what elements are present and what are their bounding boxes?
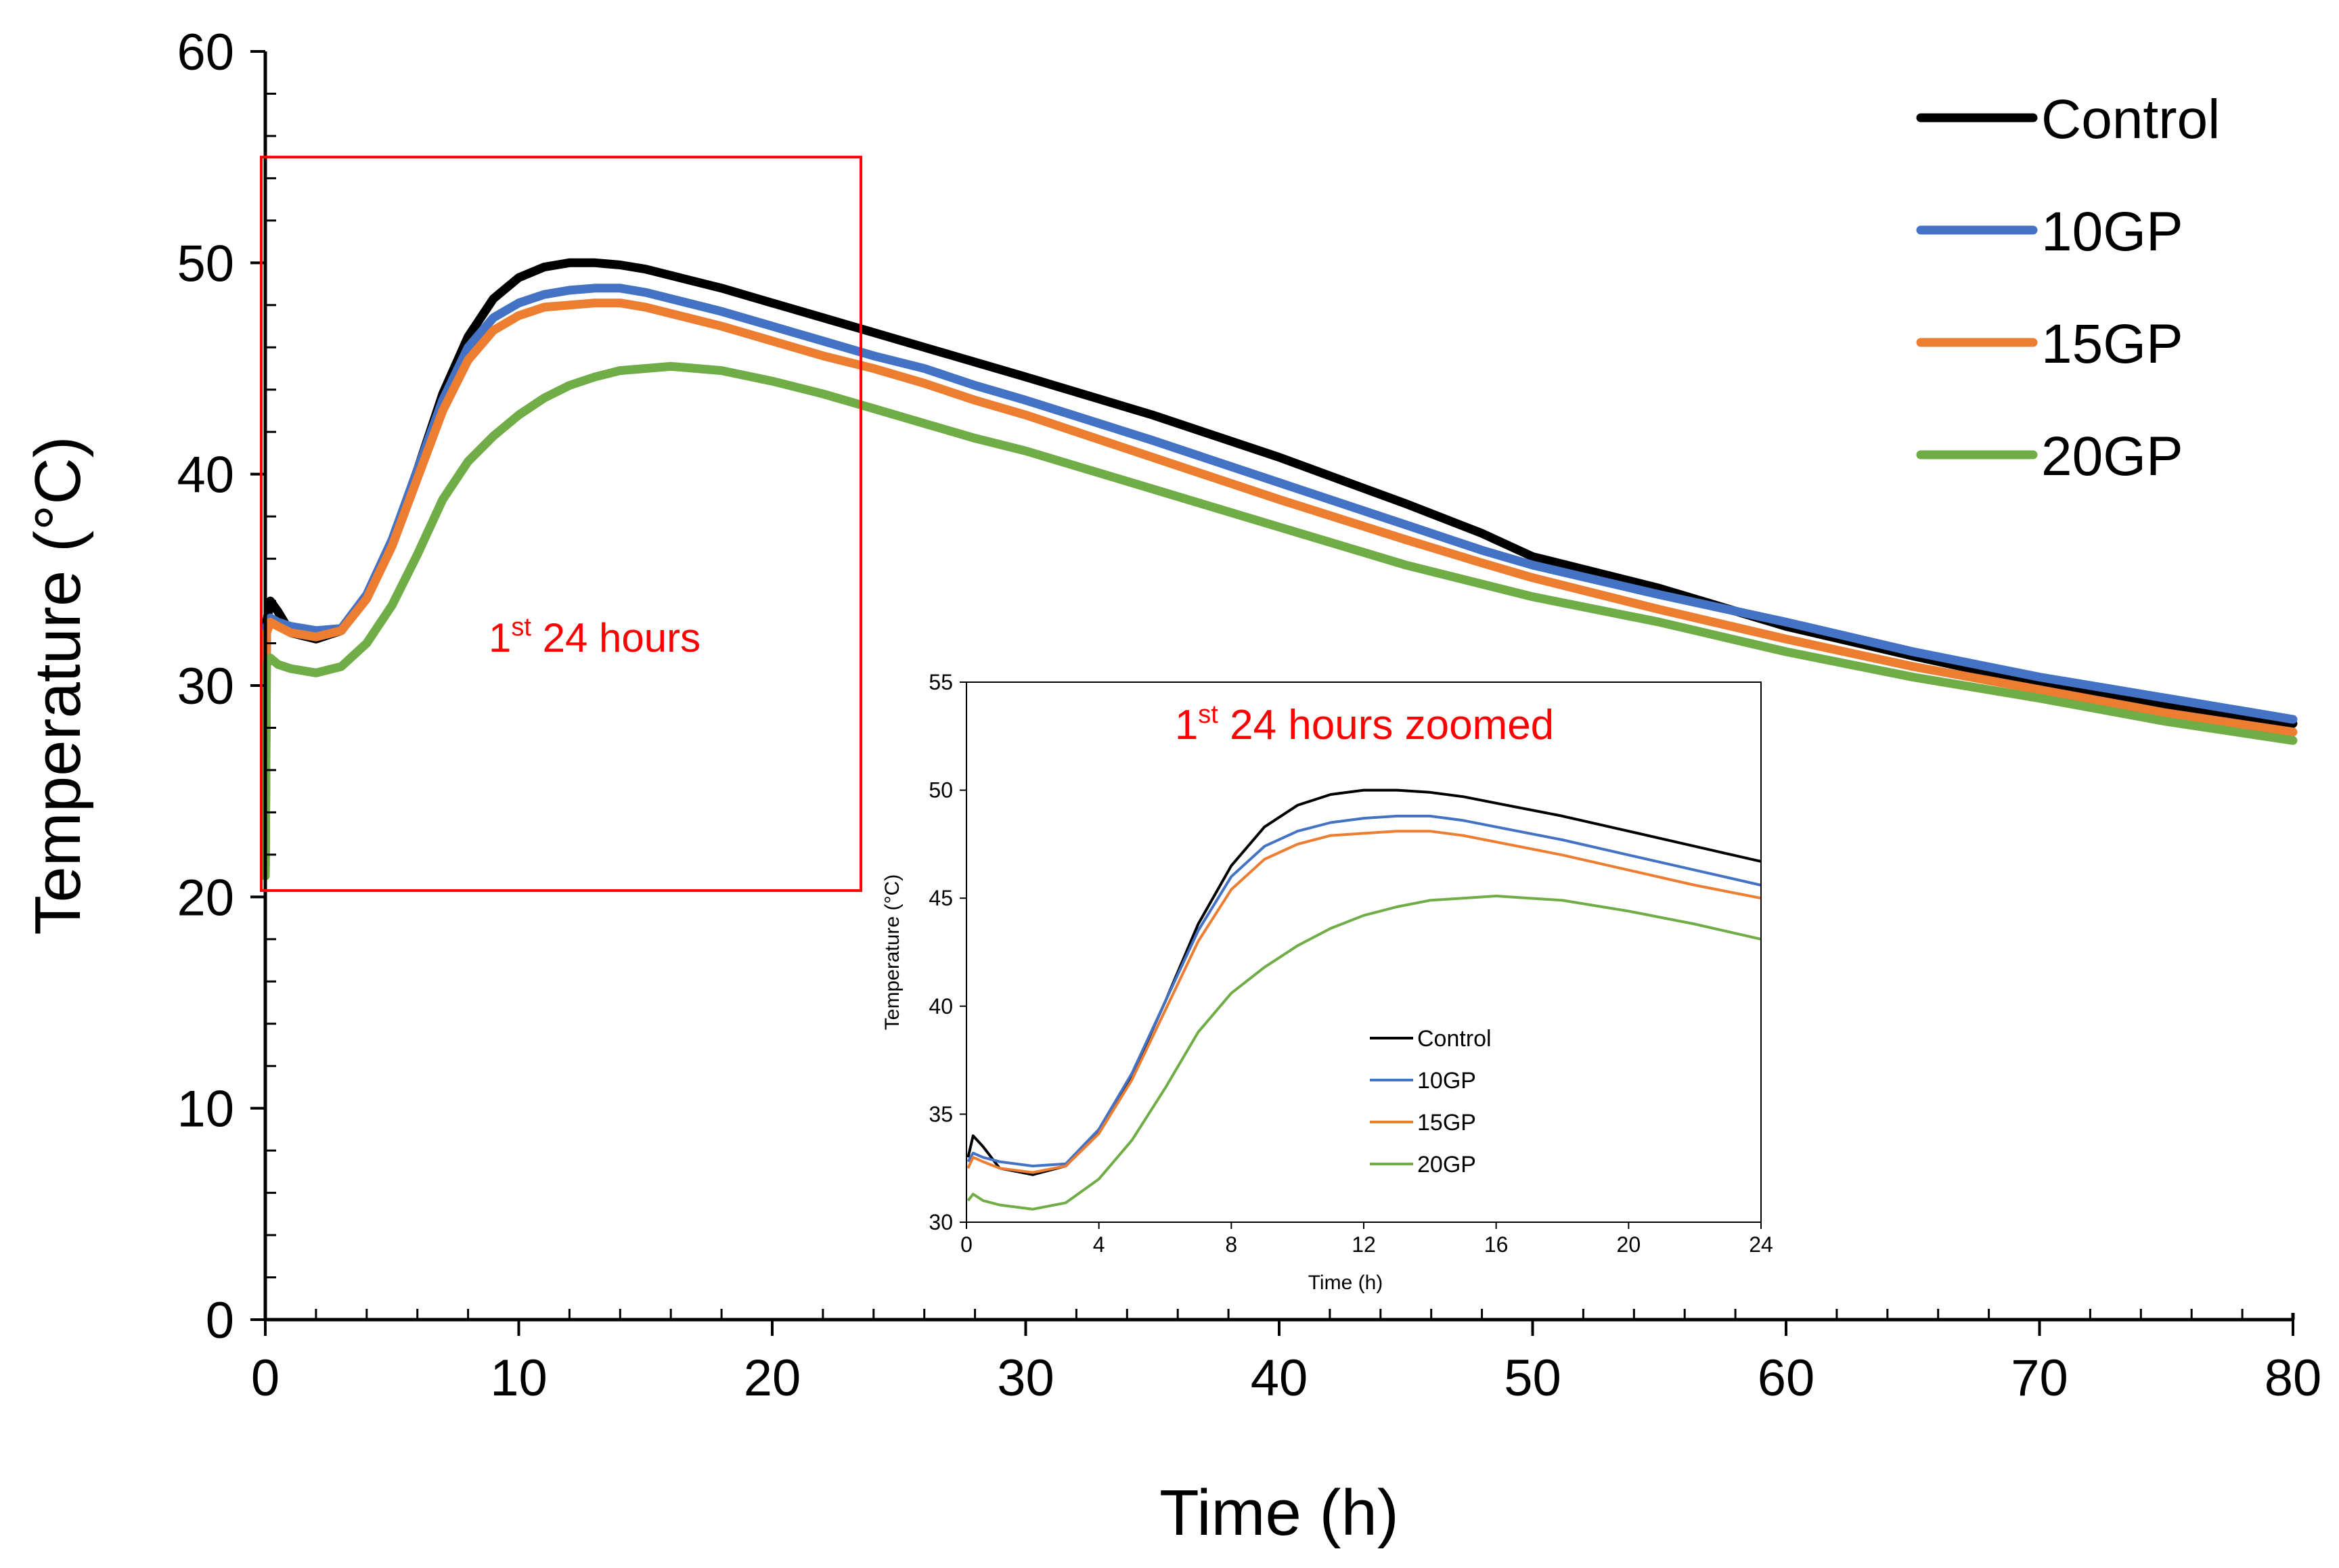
inset-x-tick-label: 24: [1749, 1232, 1773, 1257]
main-x-tick-label: 10: [490, 1349, 548, 1407]
main-y-tick-label: 0: [206, 1292, 234, 1349]
inset-legend-label-15gp: 15GP: [1417, 1110, 1476, 1136]
inset-legend-label-10gp: 10GP: [1417, 1068, 1476, 1094]
inset-title-superscript: st: [1198, 700, 1218, 729]
first-24-hours-annotation: 1st 24 hours: [489, 613, 700, 660]
main-x-tick-label: 20: [744, 1349, 801, 1407]
inset-legend-label-20gp: 20GP: [1417, 1152, 1476, 1178]
inset-x-tick-label: 20: [1617, 1232, 1641, 1257]
main-y-tick-label: 10: [177, 1081, 234, 1138]
inset-series-line-control: [966, 788, 1762, 1176]
main-legend: Control 10GP 15GP 20GP: [1916, 89, 2220, 487]
main-legend-label-15gp: 15GP: [2041, 313, 2183, 375]
inset-legend: Control 10GP 15GP 20GP: [1370, 1026, 1492, 1178]
inset-x-tick-label: 0: [960, 1232, 973, 1257]
inset-series-line-20gp: [966, 895, 1762, 1211]
inset-y-tick-label: 30: [929, 1210, 953, 1234]
main-x-tick-label: 40: [1251, 1349, 1308, 1407]
main-series-group: [261, 258, 2298, 880]
inset-y-tick-label: 50: [929, 778, 953, 803]
inset-tick-group: 30 35 40 45 50 55 0 4 8 12 16 20 24: [929, 670, 1773, 1257]
inset-x-tick-label: 12: [1352, 1232, 1376, 1257]
main-series-line-20gp: [261, 361, 2298, 880]
annotation-number: 1: [489, 615, 511, 660]
annotation-superscript: st: [511, 613, 531, 642]
inset-x-tick-label: 16: [1484, 1232, 1509, 1257]
main-y-tick-label: 20: [177, 869, 234, 926]
inset-x-tick-label: 4: [1093, 1232, 1105, 1257]
main-x-tick-label: 0: [251, 1349, 280, 1407]
main-legend-label-20gp: 20GP: [2041, 426, 2183, 487]
main-x-tick-label: 70: [2011, 1349, 2068, 1407]
inset-y-tick-label: 40: [929, 994, 953, 1018]
main-x-tick-label: 60: [1758, 1349, 1815, 1407]
main-y-tick-label: 30: [177, 658, 234, 715]
inset-series-group: [966, 788, 1762, 1211]
main-legend-label-control: Control: [2041, 89, 2220, 150]
annotation-rest: 24 hours: [531, 615, 700, 660]
inset-y-tick-label: 45: [929, 886, 953, 910]
inset-series-line-15gp: [966, 830, 1762, 1174]
inset-legend-label-control: Control: [1417, 1026, 1492, 1052]
main-y-tick-label: 40: [177, 447, 234, 504]
main-x-tick-label: 80: [2265, 1349, 2322, 1407]
main-legend-label-10gp: 10GP: [2041, 201, 2183, 263]
first-24-hours-box: [260, 156, 863, 892]
main-x-tick-label: 50: [1504, 1349, 1561, 1407]
inset-x-tick-label: 8: [1225, 1232, 1237, 1257]
main-x-axis-label: Time (h): [1159, 1477, 1399, 1549]
inset-y-axis-label: Temperature (°C): [881, 874, 904, 1030]
inset-title-number: 1: [1175, 702, 1198, 748]
inset-title-rest: 24 hours zoomed: [1218, 702, 1554, 748]
inset-y-tick-label: 55: [929, 670, 953, 694]
inset-x-axis-label: Time (h): [1308, 1272, 1383, 1294]
inset-title: 1st 24 hours zoomed: [1175, 700, 1554, 748]
main-series-line-15gp: [261, 298, 2298, 880]
inset-series-line-10gp: [966, 814, 1762, 1167]
main-x-tick-label: 30: [997, 1349, 1054, 1407]
main-y-tick-label: 60: [177, 24, 234, 81]
inset-chart: 30 35 40 45 50 55 0 4 8 12 16 20 24 Time (h) Tempera…: [881, 670, 1773, 1294]
main-y-axis-label: Temperature (°C): [22, 436, 94, 935]
inset-y-tick-label: 35: [929, 1102, 953, 1126]
main-y-tick-label: 50: [177, 235, 234, 292]
